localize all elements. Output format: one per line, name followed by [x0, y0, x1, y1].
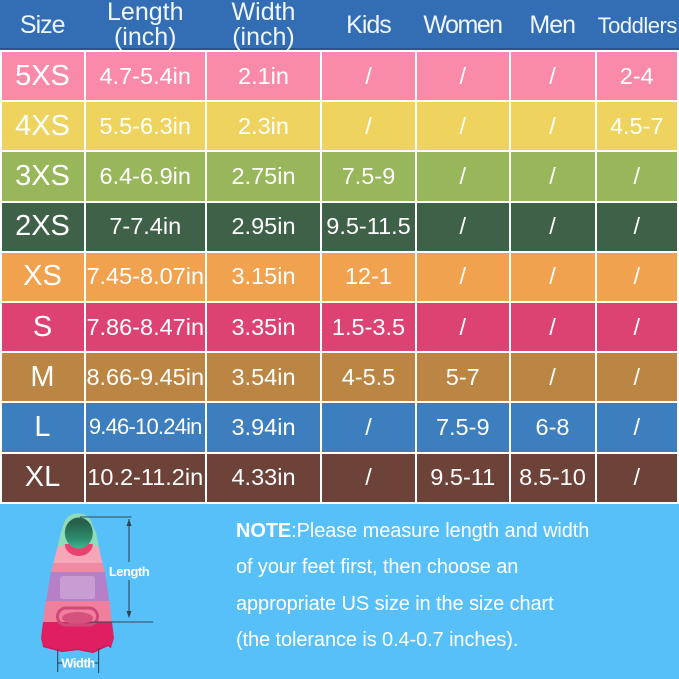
svg-text:Length: Length [109, 564, 150, 579]
svg-text:Width: Width [61, 656, 95, 671]
